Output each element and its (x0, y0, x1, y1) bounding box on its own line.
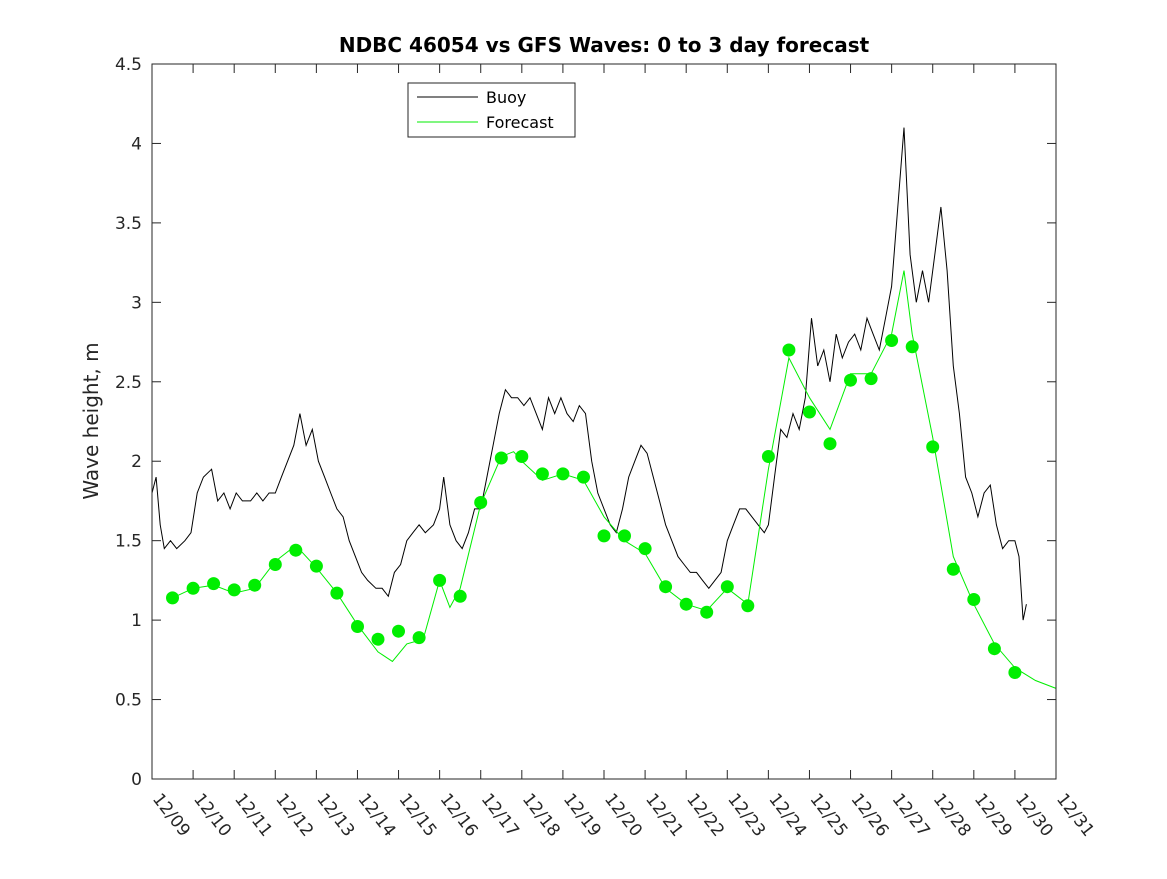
forecast-marker (638, 542, 652, 556)
forecast-marker (289, 543, 303, 557)
forecast-marker (761, 450, 775, 463)
legend-box (407, 82, 576, 138)
forecast-marker (700, 605, 714, 619)
forecast-marker (741, 599, 755, 613)
forecast-marker (371, 632, 385, 646)
axes-background (152, 64, 1056, 779)
forecast-marker (782, 343, 796, 357)
forecast-marker-layer (166, 334, 1022, 679)
forecast-marker (905, 340, 919, 354)
forecast-marker (309, 559, 323, 573)
y-tick-label: 0 (131, 770, 142, 790)
forecast-marker (248, 578, 262, 592)
y-tick-label: 0.5 (115, 691, 142, 711)
forecast-marker (577, 470, 590, 484)
legend-label-forecast: Forecast (486, 113, 554, 132)
series-line-buoy (151, 127, 1027, 621)
forecast-marker (474, 496, 488, 509)
forecast-marker (946, 562, 960, 576)
forecast-marker (392, 624, 405, 638)
y-tick-label: 4.5 (115, 55, 142, 75)
forecast-marker (515, 450, 529, 463)
forecast-marker (1008, 666, 1022, 679)
forecast-marker (207, 577, 221, 591)
forecast-marker (166, 591, 179, 605)
y-tick-label: 2 (131, 452, 142, 472)
y-tick-label: 2.5 (115, 373, 142, 393)
y-axis-label: Wave height, m (79, 342, 103, 499)
y-tick-label: 1.5 (115, 532, 142, 552)
y-tick-label: 3 (131, 293, 142, 313)
forecast-marker (494, 451, 508, 465)
forecast-marker (268, 558, 282, 571)
forecast-marker (412, 631, 426, 645)
legend: Buoy Forecast (407, 82, 576, 138)
chart-title: NDBC 46054 vs GFS Waves: 0 to 3 day fore… (339, 33, 870, 57)
y-tick-label: 3.5 (115, 214, 142, 234)
forecast-marker (453, 589, 467, 603)
forecast-marker (351, 620, 364, 633)
y-tick-label: 1 (131, 611, 142, 631)
forecast-marker (556, 467, 570, 481)
forecast-marker (659, 580, 673, 594)
forecast-marker (844, 373, 857, 387)
forecast-marker (679, 597, 693, 611)
forecast-marker (227, 583, 241, 597)
forecast-marker (967, 593, 981, 606)
forecast-marker (823, 437, 837, 451)
forecast-marker (330, 586, 344, 600)
y-tick-label: 4 (131, 134, 142, 154)
forecast-marker (535, 467, 549, 481)
forecast-marker (864, 372, 878, 386)
forecast-marker (926, 440, 940, 454)
forecast-marker (885, 334, 899, 347)
forecast-marker (803, 405, 816, 419)
legend-label-buoy: Buoy (486, 88, 526, 107)
forecast-marker (618, 529, 631, 543)
forecast-marker (186, 581, 200, 595)
forecast-marker (720, 580, 734, 594)
forecast-marker (597, 529, 611, 543)
forecast-marker (433, 573, 447, 587)
forecast-marker (987, 642, 1001, 656)
